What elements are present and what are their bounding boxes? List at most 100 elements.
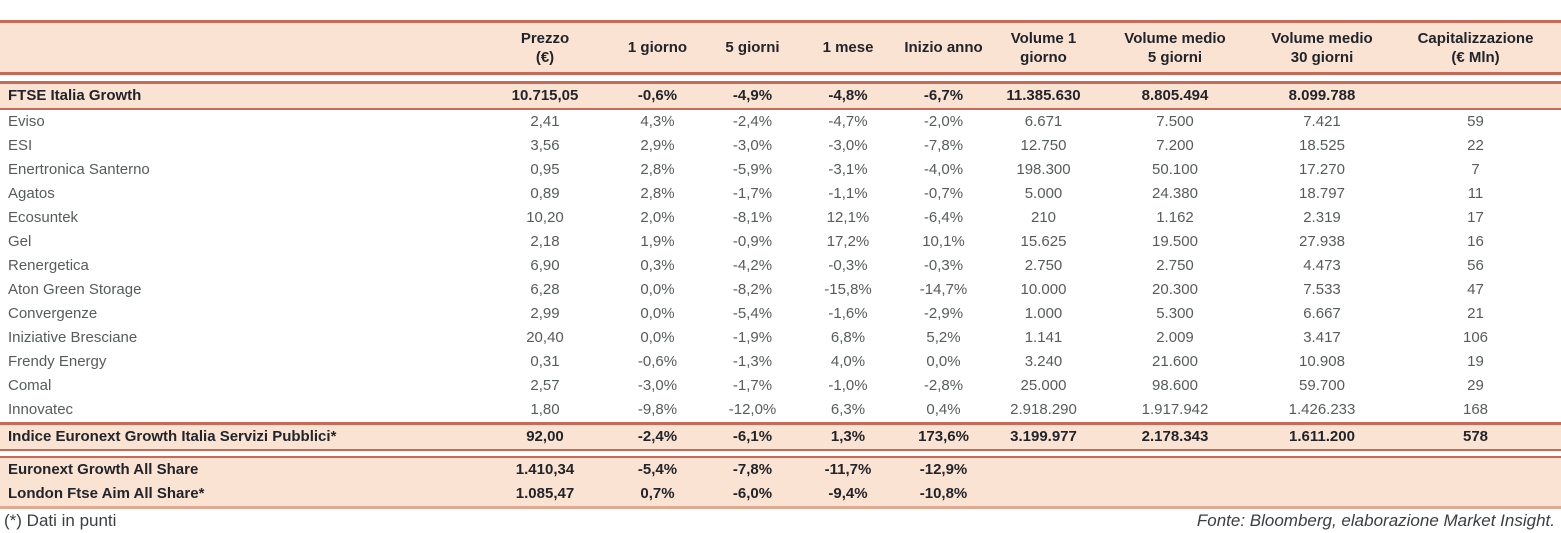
cell-g5: -3,0% <box>732 137 773 154</box>
cell-prezzo: 2,41 <box>530 113 560 130</box>
cell-m1: 17,2% <box>826 233 870 250</box>
cell-vol30: 18.525 <box>1299 137 1345 154</box>
header-label: Volume medio <box>1271 29 1373 47</box>
cell-g1: 0,3% <box>640 257 675 274</box>
separator-line <box>0 81 1561 84</box>
cell-m1: -1,6% <box>828 305 868 322</box>
cell-g1: 0,0% <box>640 281 675 298</box>
cell-row-label: Enertronica Santerno <box>8 161 150 178</box>
separator-line <box>0 422 1561 425</box>
cell-inizio: -2,0% <box>923 113 964 130</box>
cell-row-label: London Ftse Aim All Share* <box>8 485 205 502</box>
cell-prezzo: 92,00 <box>526 428 564 445</box>
table-header: Prezzo (€) 1 giorno 5 giorni 1 mese Iniz… <box>0 23 1561 72</box>
cell-m1: -0,3% <box>828 257 868 274</box>
header-volume-medio-30-giorni: Volume medio 30 giorni <box>1254 23 1390 72</box>
cell-vol1: 6.671 <box>1024 113 1063 130</box>
cell-inizio: 5,2% <box>926 329 961 346</box>
separator-line <box>0 108 1561 110</box>
cell-vol30: 2.319 <box>1303 209 1341 226</box>
header-1-mese: 1 mese <box>800 23 896 72</box>
index-row-section: FTSE Italia Growth 10.715,05 -0,6% -4,9% -4,… <box>0 84 1561 108</box>
table-row: Renergetica 6,90 0,3% -4,2% -0,3% -0,3% 2.750 2… <box>0 254 1561 278</box>
top-margin <box>0 0 1561 20</box>
cell-prezzo: 2,18 <box>530 233 560 250</box>
cell-prezzo: 0,95 <box>530 161 560 178</box>
cell-prezzo: 0,89 <box>530 185 560 202</box>
table-row: Iniziative Bresciane 20,40 0,0% -1,9% 6,8% 5,… <box>0 326 1561 350</box>
cell-g1: -9,8% <box>637 401 678 418</box>
cell-g5: -0,9% <box>732 233 773 250</box>
cell-m1: -11,7% <box>824 461 872 478</box>
cell-vol5: 50.100 <box>1152 161 1198 178</box>
cell-vol5: 2.009 <box>1156 329 1194 346</box>
cell-inizio: 173,6% <box>918 428 969 445</box>
cell-vol1: 15.625 <box>1020 233 1067 250</box>
cell-m1: -15,8% <box>824 281 872 298</box>
cell-g1: 0,7% <box>640 485 675 502</box>
cell-vol5: 8.805.494 <box>1141 87 1209 104</box>
cell-row-label: Gel <box>8 233 32 250</box>
cell-vol30: 3.417 <box>1303 329 1341 346</box>
table-row: Comal 2,57 -3,0% -1,7% -1,0% -2,8% 25.000 98.60… <box>0 374 1561 398</box>
cell-vol30: 59.700 <box>1299 377 1345 394</box>
cell-g1: 0,0% <box>640 329 675 346</box>
header-label: giorno <box>1020 48 1067 66</box>
cell-vol5: 7.500 <box>1156 113 1194 130</box>
cell-vol5: 20.300 <box>1152 281 1198 298</box>
cell-g1: -5,4% <box>637 461 678 478</box>
cell-row-label: ESI <box>8 137 33 154</box>
header-label: 5 giorni <box>1147 48 1203 66</box>
cell-cap: 59 <box>1467 113 1484 130</box>
cell-vol30: 18.797 <box>1299 185 1345 202</box>
cell-vol1: 1.000 <box>1024 305 1063 322</box>
cell-g1: 2,9% <box>640 137 675 154</box>
cell-vol5: 21.600 <box>1152 353 1198 370</box>
table-row: Ecosuntek 10,20 2,0% -8,1% 12,1% -6,4% 210 1.16… <box>0 206 1561 230</box>
header-name-column <box>0 23 480 72</box>
cell-inizio: -0,7% <box>923 185 964 202</box>
cell-prezzo: 10,20 <box>526 209 564 226</box>
cell-prezzo: 6,28 <box>530 281 560 298</box>
cell-vol1: 12.750 <box>1020 137 1067 154</box>
cell-prezzo: 3,56 <box>530 137 560 154</box>
cell-inizio: 0,0% <box>926 353 961 370</box>
cell-inizio: -6,4% <box>923 209 964 226</box>
cell-prezzo: 6,90 <box>530 257 560 274</box>
footnote: (*) Dati in punti <box>4 511 117 530</box>
cell-g1: 2,0% <box>640 209 675 226</box>
cell-cap: 16 <box>1467 233 1484 250</box>
cell-prezzo: 10.715,05 <box>511 87 579 104</box>
bottom-border-line <box>0 506 1561 509</box>
table-row: Gel 2,18 1,9% -0,9% 17,2% 10,1% 15.625 19.500 27… <box>0 230 1561 254</box>
cell-vol5: 7.200 <box>1156 137 1194 154</box>
cell-vol30: 1.426.233 <box>1288 401 1356 418</box>
cell-vol30: 8.099.788 <box>1288 87 1356 104</box>
cell-g1: 4,3% <box>640 113 675 130</box>
cell-prezzo: 1,80 <box>530 401 560 418</box>
benchmarks-section: Euronext Growth All Share 1.410,34 -5,4% -7… <box>0 458 1561 506</box>
cell-g1: 1,9% <box>640 233 675 250</box>
header-label: 1 giorno <box>627 39 688 56</box>
cell-g1: 2,8% <box>640 185 675 202</box>
cell-cap: 22 <box>1467 137 1484 154</box>
cell-m1: -9,4% <box>828 485 868 502</box>
cell-vol30: 7.533 <box>1303 281 1341 298</box>
cell-m1: -4,7% <box>828 113 868 130</box>
cell-cap: 578 <box>1462 428 1489 445</box>
cell-g5: -1,7% <box>732 377 773 394</box>
table-row: Convergenze 2,99 0,0% -5,4% -1,6% -2,9% 1.000 5… <box>0 302 1561 326</box>
stocks-section: Eviso 2,41 4,3% -2,4% -4,7% -2,0% 6.671 7.500 7.… <box>0 110 1561 422</box>
header-label: Volume 1 <box>1010 29 1077 47</box>
cell-g5: -8,1% <box>732 209 773 226</box>
cell-vol1: 2.750 <box>1024 257 1063 274</box>
cell-vol5: 1.917.942 <box>1141 401 1209 418</box>
cell-vol5: 1.162 <box>1156 209 1194 226</box>
cell-g5: -1,3% <box>732 353 773 370</box>
cell-inizio: -14,7% <box>919 281 968 298</box>
cell-row-label: FTSE Italia Growth <box>8 87 142 104</box>
cell-row-label: Aton Green Storage <box>8 281 142 298</box>
cell-g5: -1,7% <box>732 185 773 202</box>
cell-inizio: -2,8% <box>923 377 964 394</box>
